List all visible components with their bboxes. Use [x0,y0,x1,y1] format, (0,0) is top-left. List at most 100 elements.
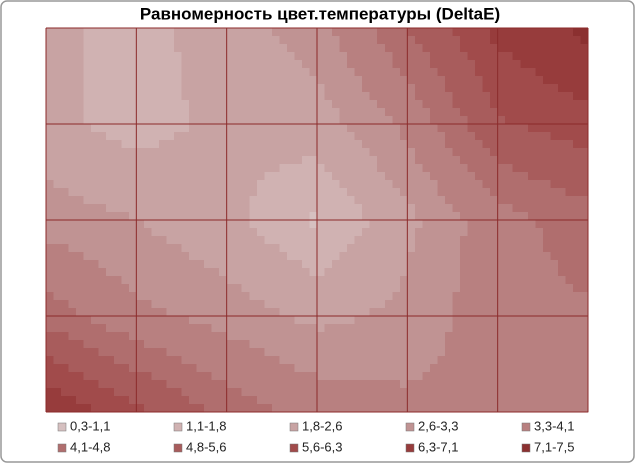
contour-fill [572,116,582,125]
contour-fill [520,340,529,349]
contour-fill [580,244,589,253]
contour-fill [429,196,439,205]
contour-fill [166,252,175,261]
contour-fill [429,404,439,413]
contour-fill [407,164,416,173]
contour-fill [234,380,243,389]
contour-fill [271,252,280,261]
contour-fill [354,388,363,397]
contour-fill [219,148,228,157]
contour-fill [46,276,55,285]
contour-fill [91,116,100,125]
contour-fill [527,316,536,325]
contour-fill [399,52,408,61]
contour-fill [211,356,220,365]
contour-fill [475,140,484,149]
contour-fill [580,148,589,157]
contour-fill [452,236,461,245]
contour-fill [437,260,446,269]
contour-fill [294,164,303,173]
contour-fill [332,68,341,77]
contour-fill [354,308,363,317]
contour-fill [557,268,567,277]
contour-fill [414,196,423,205]
contour-fill [407,212,416,221]
contour-fill [286,60,296,69]
contour-fill [482,396,491,405]
contour-fill [241,404,250,413]
contour-fill [121,52,130,61]
contour-fill [437,132,446,141]
contour-fill [301,148,311,157]
contour-fill [294,188,303,197]
contour-fill [53,44,62,53]
contour-fill [158,236,168,245]
contour-fill [512,332,521,341]
contour-fill [550,220,559,229]
contour-fill [158,220,168,229]
contour-fill [286,156,296,165]
contour-fill [339,100,348,109]
contour-fill [61,268,70,277]
contour-fill [512,292,521,301]
contour-fill [166,148,175,157]
contour-fill [490,292,499,301]
contour-fill [572,76,582,85]
contour-fill [377,28,386,37]
contour-fill [475,380,484,389]
contour-fill [527,108,536,117]
contour-fill [414,356,423,365]
contour-fill [196,404,205,413]
contour-fill [550,380,559,389]
contour-fill [572,228,582,237]
contour-fill [414,84,423,93]
contour-fill [354,252,363,261]
contour-fill [384,172,393,181]
contour-fill [241,252,250,261]
contour-fill [68,268,77,277]
contour-fill [452,332,461,341]
contour-fill [76,180,85,189]
contour-fill [392,260,401,269]
contour-fill [256,324,265,333]
contour-fill [482,180,491,189]
contour-fill [377,396,386,405]
contour-fill [173,308,183,317]
contour-fill [505,292,514,301]
contour-fill [204,212,213,221]
contour-fill [550,180,559,189]
contour-fill [422,340,431,349]
contour-fill [204,228,213,237]
contour-fill [166,292,175,301]
contour-fill [53,324,62,333]
contour-fill [520,180,529,189]
contour-fill [429,100,439,109]
contour-fill [505,60,514,69]
contour-fill [444,36,454,45]
contour-fill [173,340,183,349]
contour-fill [151,396,160,405]
contour-fill [113,100,122,109]
contour-fill [429,308,439,317]
contour-fill [151,356,160,365]
contour-fill [91,44,100,53]
contour-fill [557,188,567,197]
contour-fill [113,252,122,261]
contour-fill [354,68,363,77]
contour-fill [317,332,326,341]
contour-fill [294,76,303,85]
contour-cell [136,316,228,413]
contour-fill [166,132,175,141]
contour-fill [407,100,416,109]
contour-fill [151,292,160,301]
contour-fill [467,140,476,149]
contour-fill [407,396,416,405]
contour-fill [535,140,544,149]
contour-fill [467,44,476,53]
contour-fill [362,28,371,37]
contour-fill [76,364,85,373]
contour-fill [121,92,130,101]
contour-fill [324,252,333,261]
contour-fill [497,172,506,181]
